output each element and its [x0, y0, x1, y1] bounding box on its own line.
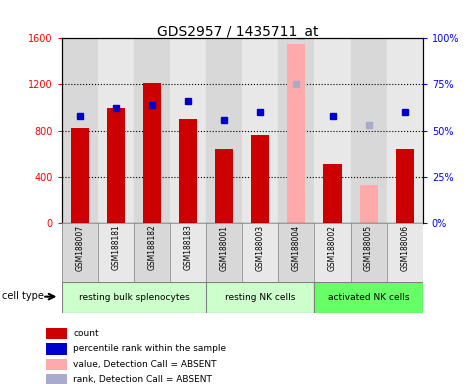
Text: value, Detection Call = ABSENT: value, Detection Call = ABSENT — [73, 360, 217, 369]
Bar — [242, 38, 278, 223]
Bar — [387, 223, 423, 282]
Bar — [170, 223, 206, 282]
Bar — [98, 38, 134, 223]
Text: GSM188007: GSM188007 — [76, 225, 84, 271]
Text: cell type: cell type — [2, 291, 44, 301]
Bar — [287, 44, 305, 223]
Text: resting bulk splenocytes: resting bulk splenocytes — [78, 293, 190, 302]
Text: resting NK cells: resting NK cells — [225, 293, 295, 302]
FancyBboxPatch shape — [46, 328, 66, 339]
Text: percentile rank within the sample: percentile rank within the sample — [73, 344, 227, 354]
Bar — [170, 38, 206, 223]
Bar — [314, 38, 351, 223]
Text: GSM188181: GSM188181 — [112, 225, 120, 270]
Bar — [98, 223, 134, 282]
Bar — [215, 149, 233, 223]
Bar — [314, 223, 351, 282]
Text: GSM188182: GSM188182 — [148, 225, 156, 270]
Bar — [278, 38, 314, 223]
Text: rank, Detection Call = ABSENT: rank, Detection Call = ABSENT — [73, 375, 212, 384]
Bar — [62, 223, 98, 282]
Text: GSM188001: GSM188001 — [220, 225, 228, 270]
Bar — [143, 83, 161, 223]
Bar — [71, 128, 89, 223]
Text: count: count — [73, 329, 99, 338]
Bar — [134, 223, 170, 282]
Bar — [134, 38, 170, 223]
Text: activated NK cells: activated NK cells — [328, 293, 409, 302]
Text: GSM188183: GSM188183 — [184, 225, 192, 270]
Bar — [360, 185, 378, 223]
Bar — [387, 38, 423, 223]
Text: GSM188004: GSM188004 — [292, 225, 301, 271]
Text: GSM188006: GSM188006 — [400, 225, 409, 271]
Text: GSM188003: GSM188003 — [256, 225, 265, 271]
FancyBboxPatch shape — [46, 359, 66, 370]
Bar — [251, 135, 269, 223]
Text: GSM188002: GSM188002 — [328, 225, 337, 270]
Bar — [107, 108, 125, 223]
Bar — [314, 282, 423, 313]
Bar — [396, 149, 414, 223]
FancyBboxPatch shape — [46, 343, 66, 354]
Bar — [62, 38, 98, 223]
Bar — [242, 223, 278, 282]
Text: GDS2957 / 1435711_at: GDS2957 / 1435711_at — [157, 25, 318, 39]
Bar — [179, 119, 197, 223]
FancyBboxPatch shape — [46, 374, 66, 384]
Bar — [351, 38, 387, 223]
Bar — [206, 38, 242, 223]
Bar — [323, 164, 342, 223]
Bar — [278, 223, 314, 282]
Bar — [206, 223, 242, 282]
Bar — [206, 282, 314, 313]
Bar — [351, 223, 387, 282]
Bar — [62, 282, 206, 313]
Text: GSM188005: GSM188005 — [364, 225, 373, 271]
